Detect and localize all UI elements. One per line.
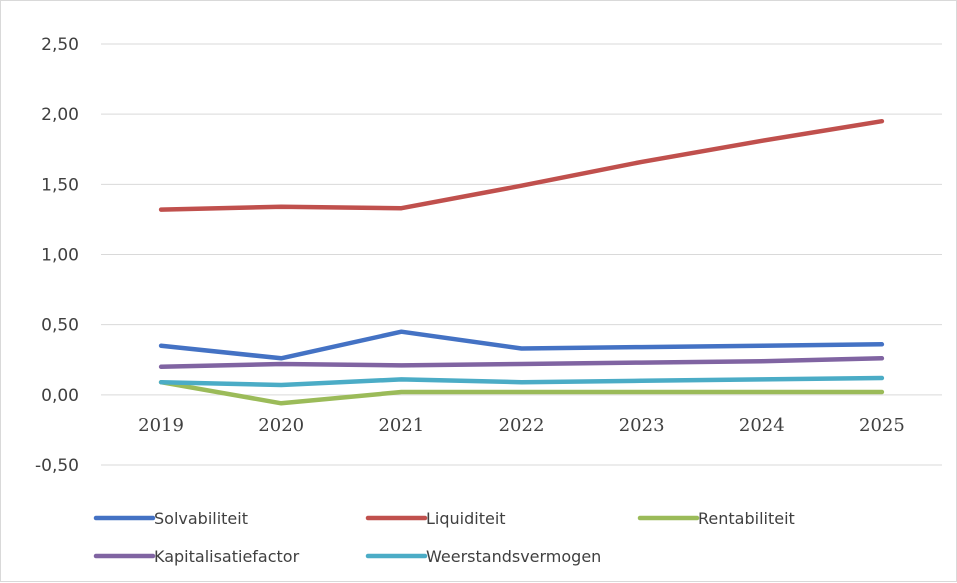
legend: Solvabiliteit Liquiditeit Rentabiliteit Kap… [93,509,795,566]
x-tick-label: 2021 [378,415,424,436]
series-line-weerstandsvermogen [158,375,885,388]
legend-item: Liquiditeit [365,509,506,528]
y-axis-tick-labels: -0,50 0,00 0,50 1,00 1,50 2,00 2,50 [35,35,79,476]
x-tick-label: 2019 [138,415,184,436]
y-tick-label: 2,50 [41,35,79,55]
y-tick-label: 1,50 [41,175,79,195]
y-tick-label: 0,50 [41,316,79,336]
legend-label: Kapitalisatiefactor [154,547,300,566]
y-tick-label: 1,00 [41,246,79,266]
legend-item: Solvabiliteit [93,509,248,528]
legend-item: Weerstandsvermogen [365,547,601,566]
series-line-rentabiliteit [158,379,885,406]
x-tick-label: 2025 [859,415,905,436]
legend-label: Solvabiliteit [154,509,248,528]
series-line-liquiditeit [158,118,885,212]
x-tick-label: 2022 [499,415,545,436]
series-lines [158,118,885,406]
legend-label: Liquiditeit [426,509,506,528]
x-tick-label: 2023 [619,415,665,436]
legend-item: Rentabiliteit [637,509,795,528]
legend-label: Weerstandsvermogen [426,547,601,566]
x-axis-tick-labels: 2019 2020 2021 2022 2023 2024 2025 [138,415,905,436]
y-tick-label: -0,50 [35,456,79,476]
series-line-kapitalisatiefactor [158,356,885,370]
legend-item: Kapitalisatiefactor [93,547,300,566]
series-line-solvabiliteit [158,329,885,361]
gridlines [101,43,942,466]
legend-label: Rentabiliteit [698,509,795,528]
y-tick-label: 0,00 [41,386,79,406]
y-tick-label: 2,00 [41,105,79,125]
x-tick-label: 2024 [739,415,785,436]
x-tick-label: 2020 [258,415,304,436]
